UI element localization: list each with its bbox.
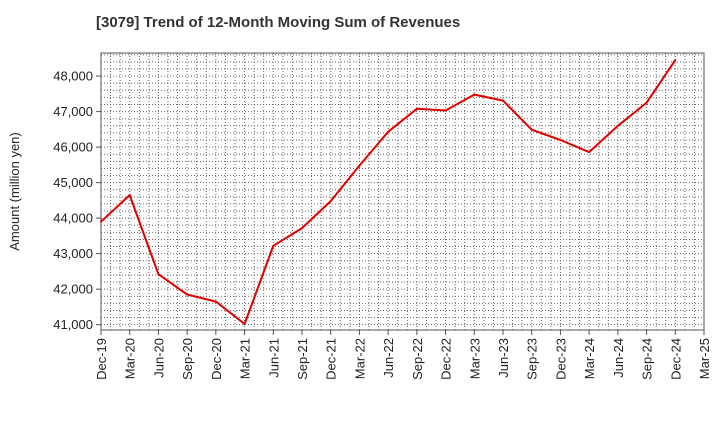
data-point: [674, 59, 677, 62]
x-tick-label: Jun-24: [611, 338, 626, 378]
series-layer: [100, 59, 677, 325]
y-tick-label: 41,000: [53, 317, 93, 332]
data-point: [243, 322, 246, 325]
data-point: [473, 93, 476, 96]
data-point: [444, 109, 447, 112]
data-point: [358, 164, 361, 167]
y-axis: 41,000 42,000 43,000 44,000 45,000 46,000 47,0…: [53, 69, 101, 332]
x-tick-label: Dec-22: [439, 338, 454, 380]
data-point: [214, 300, 217, 303]
x-tick-label: Dec-23: [553, 338, 568, 380]
data-point: [530, 128, 533, 131]
y-tick-label: 42,000: [53, 282, 93, 297]
x-tick-label: Mar-20: [123, 338, 138, 379]
data-point: [157, 273, 160, 276]
data-point: [645, 101, 648, 104]
x-tick-label: Mar-23: [467, 338, 482, 379]
x-tick-label: Sep-24: [640, 338, 655, 380]
plot-area: [100, 52, 705, 331]
data-point: [387, 130, 390, 133]
x-tick-label: Sep-23: [525, 338, 540, 380]
y-tick-label: 46,000: [53, 140, 93, 155]
data-point: [329, 200, 332, 203]
x-tick-label: Sep-21: [295, 338, 310, 380]
x-tick-label: Dec-21: [324, 338, 339, 380]
x-tick-label: Mar-25: [697, 338, 712, 379]
x-tick-label: Sep-20: [180, 338, 195, 380]
data-point: [272, 244, 275, 247]
grid-lines: [101, 53, 704, 330]
x-axis: Dec-19 Mar-20 Jun-20 Sep-20 Dec-20 Mar-21 Jun-…: [94, 330, 712, 380]
x-tick-label: Sep-22: [410, 338, 425, 380]
y-tick-label: 47,000: [53, 104, 93, 119]
data-point: [415, 107, 418, 110]
x-tick-label: Jun-23: [496, 338, 511, 378]
y-tick-label: 44,000: [53, 211, 93, 226]
data-point: [588, 151, 591, 154]
x-tick-label: Dec-19: [94, 338, 109, 380]
y-tick-label: 45,000: [53, 175, 93, 190]
chart-title: [3079] Trend of 12-Month Moving Sum of R…: [96, 14, 461, 31]
y-axis-label: Amount (million yen): [7, 132, 22, 251]
data-point: [100, 220, 102, 223]
data-point: [616, 124, 619, 127]
x-tick-label: Mar-21: [238, 338, 253, 379]
y-tick-label: 48,000: [53, 69, 93, 84]
x-tick-label: Jun-21: [266, 338, 281, 378]
data-point: [186, 293, 189, 296]
x-tick-label: Mar-24: [582, 338, 597, 379]
data-point: [128, 194, 131, 197]
x-tick-label: Jun-20: [151, 338, 166, 378]
x-tick-label: Dec-24: [668, 338, 683, 380]
data-point: [502, 99, 504, 102]
x-tick-label: Mar-22: [352, 338, 367, 379]
x-tick-label: Jun-22: [381, 338, 396, 378]
y-tick-label: 43,000: [53, 246, 93, 261]
x-tick-label: Dec-20: [209, 338, 224, 380]
data-point: [559, 139, 562, 142]
data-point: [301, 227, 303, 230]
